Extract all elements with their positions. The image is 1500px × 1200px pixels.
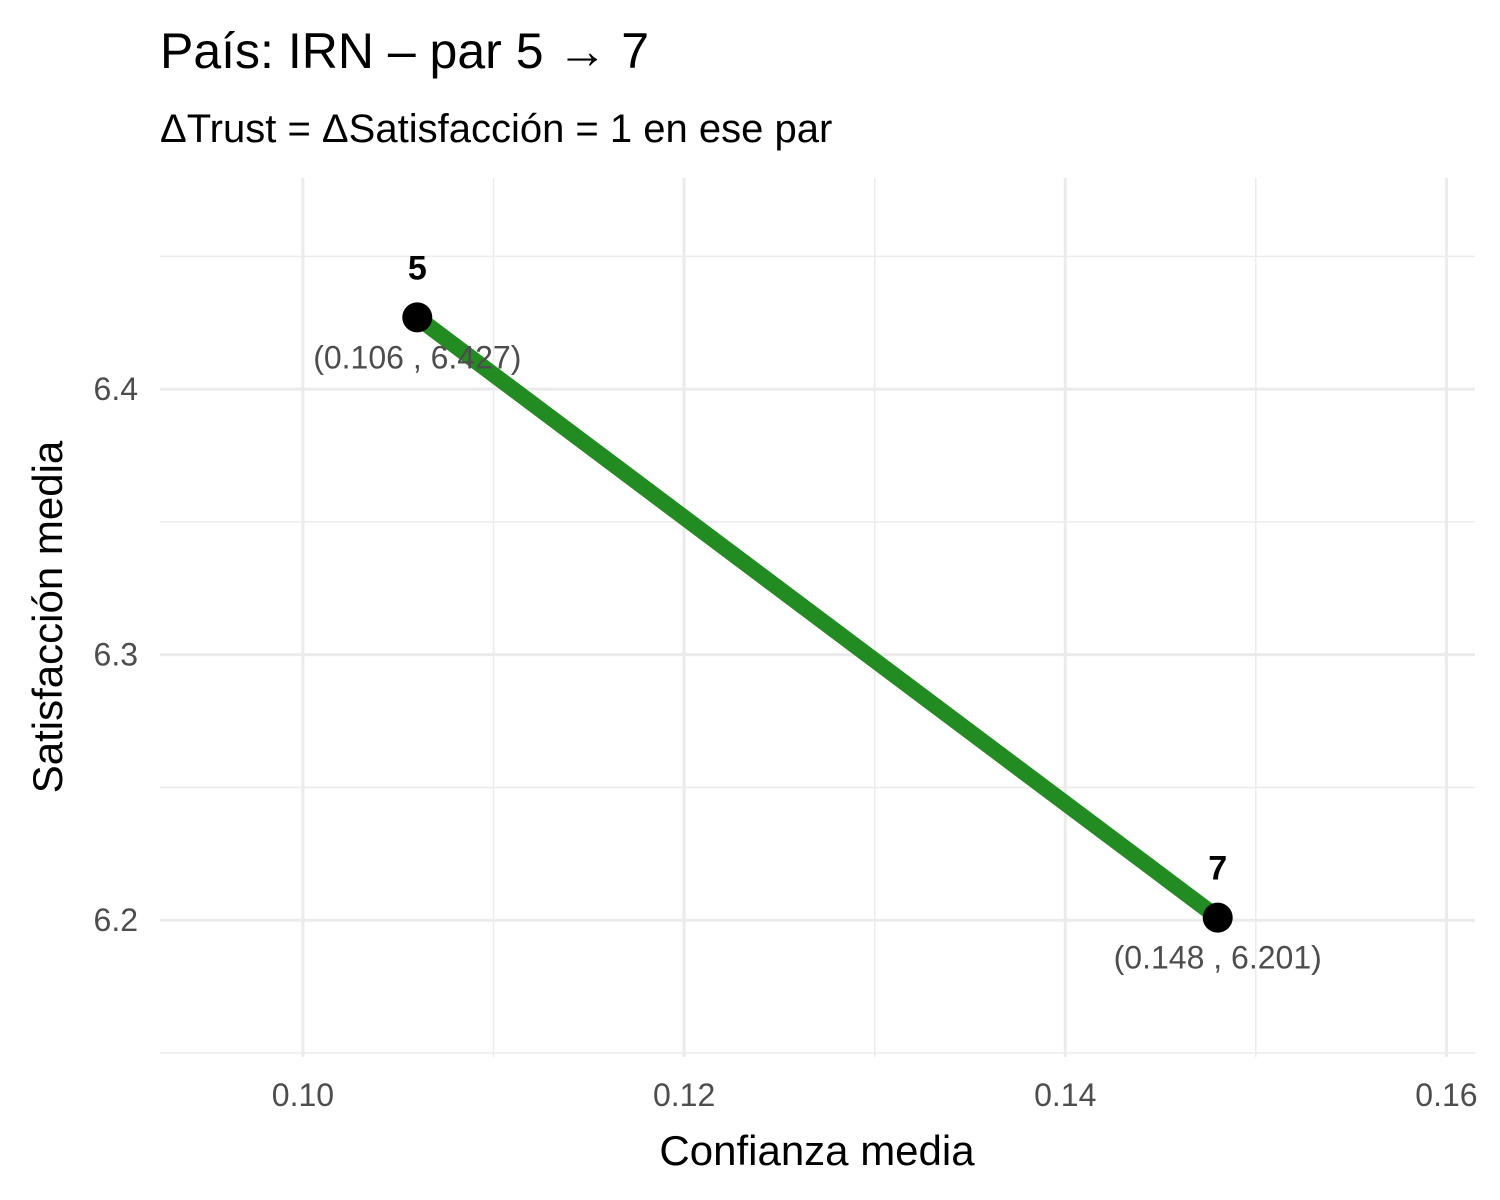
minor-gridlines bbox=[160, 178, 1475, 1057]
x-axis-title: Confianza media bbox=[659, 1127, 975, 1174]
data-series bbox=[402, 302, 1233, 933]
x-tick-label: 0.10 bbox=[272, 1077, 334, 1113]
chart-subtitle: ΔTrust = ΔSatisfacción = 1 en ese par bbox=[160, 107, 832, 151]
point-coordinate-label: (0.148 , 6.201) bbox=[1114, 940, 1322, 976]
x-tick-label: 0.14 bbox=[1034, 1077, 1096, 1113]
data-point bbox=[402, 302, 433, 333]
x-tick-label: 0.12 bbox=[653, 1077, 715, 1113]
point-label: 7 bbox=[1208, 850, 1227, 888]
y-tick-label: 6.3 bbox=[94, 637, 138, 673]
y-tick-label: 6.4 bbox=[94, 371, 138, 407]
y-axis-ticks: 6.2 6.3 6.4 bbox=[94, 371, 138, 938]
x-axis-ticks: 0.10 0.12 0.14 0.16 bbox=[272, 1077, 1478, 1113]
y-tick-label: 6.2 bbox=[94, 902, 138, 938]
series-line bbox=[412, 311, 1223, 924]
point-labels: 5 (0.106 , 6.427) 7 (0.148 , 6.201) bbox=[313, 249, 1322, 975]
data-point bbox=[1202, 902, 1233, 933]
chart-title: País: IRN – par 5 → 7 bbox=[160, 23, 649, 79]
point-label: 5 bbox=[408, 249, 427, 287]
y-axis-title: Satisfacción media bbox=[24, 440, 71, 793]
major-gridlines bbox=[160, 178, 1475, 1057]
point-coordinate-label: (0.106 , 6.427) bbox=[313, 339, 521, 375]
x-tick-label: 0.16 bbox=[1415, 1077, 1477, 1113]
